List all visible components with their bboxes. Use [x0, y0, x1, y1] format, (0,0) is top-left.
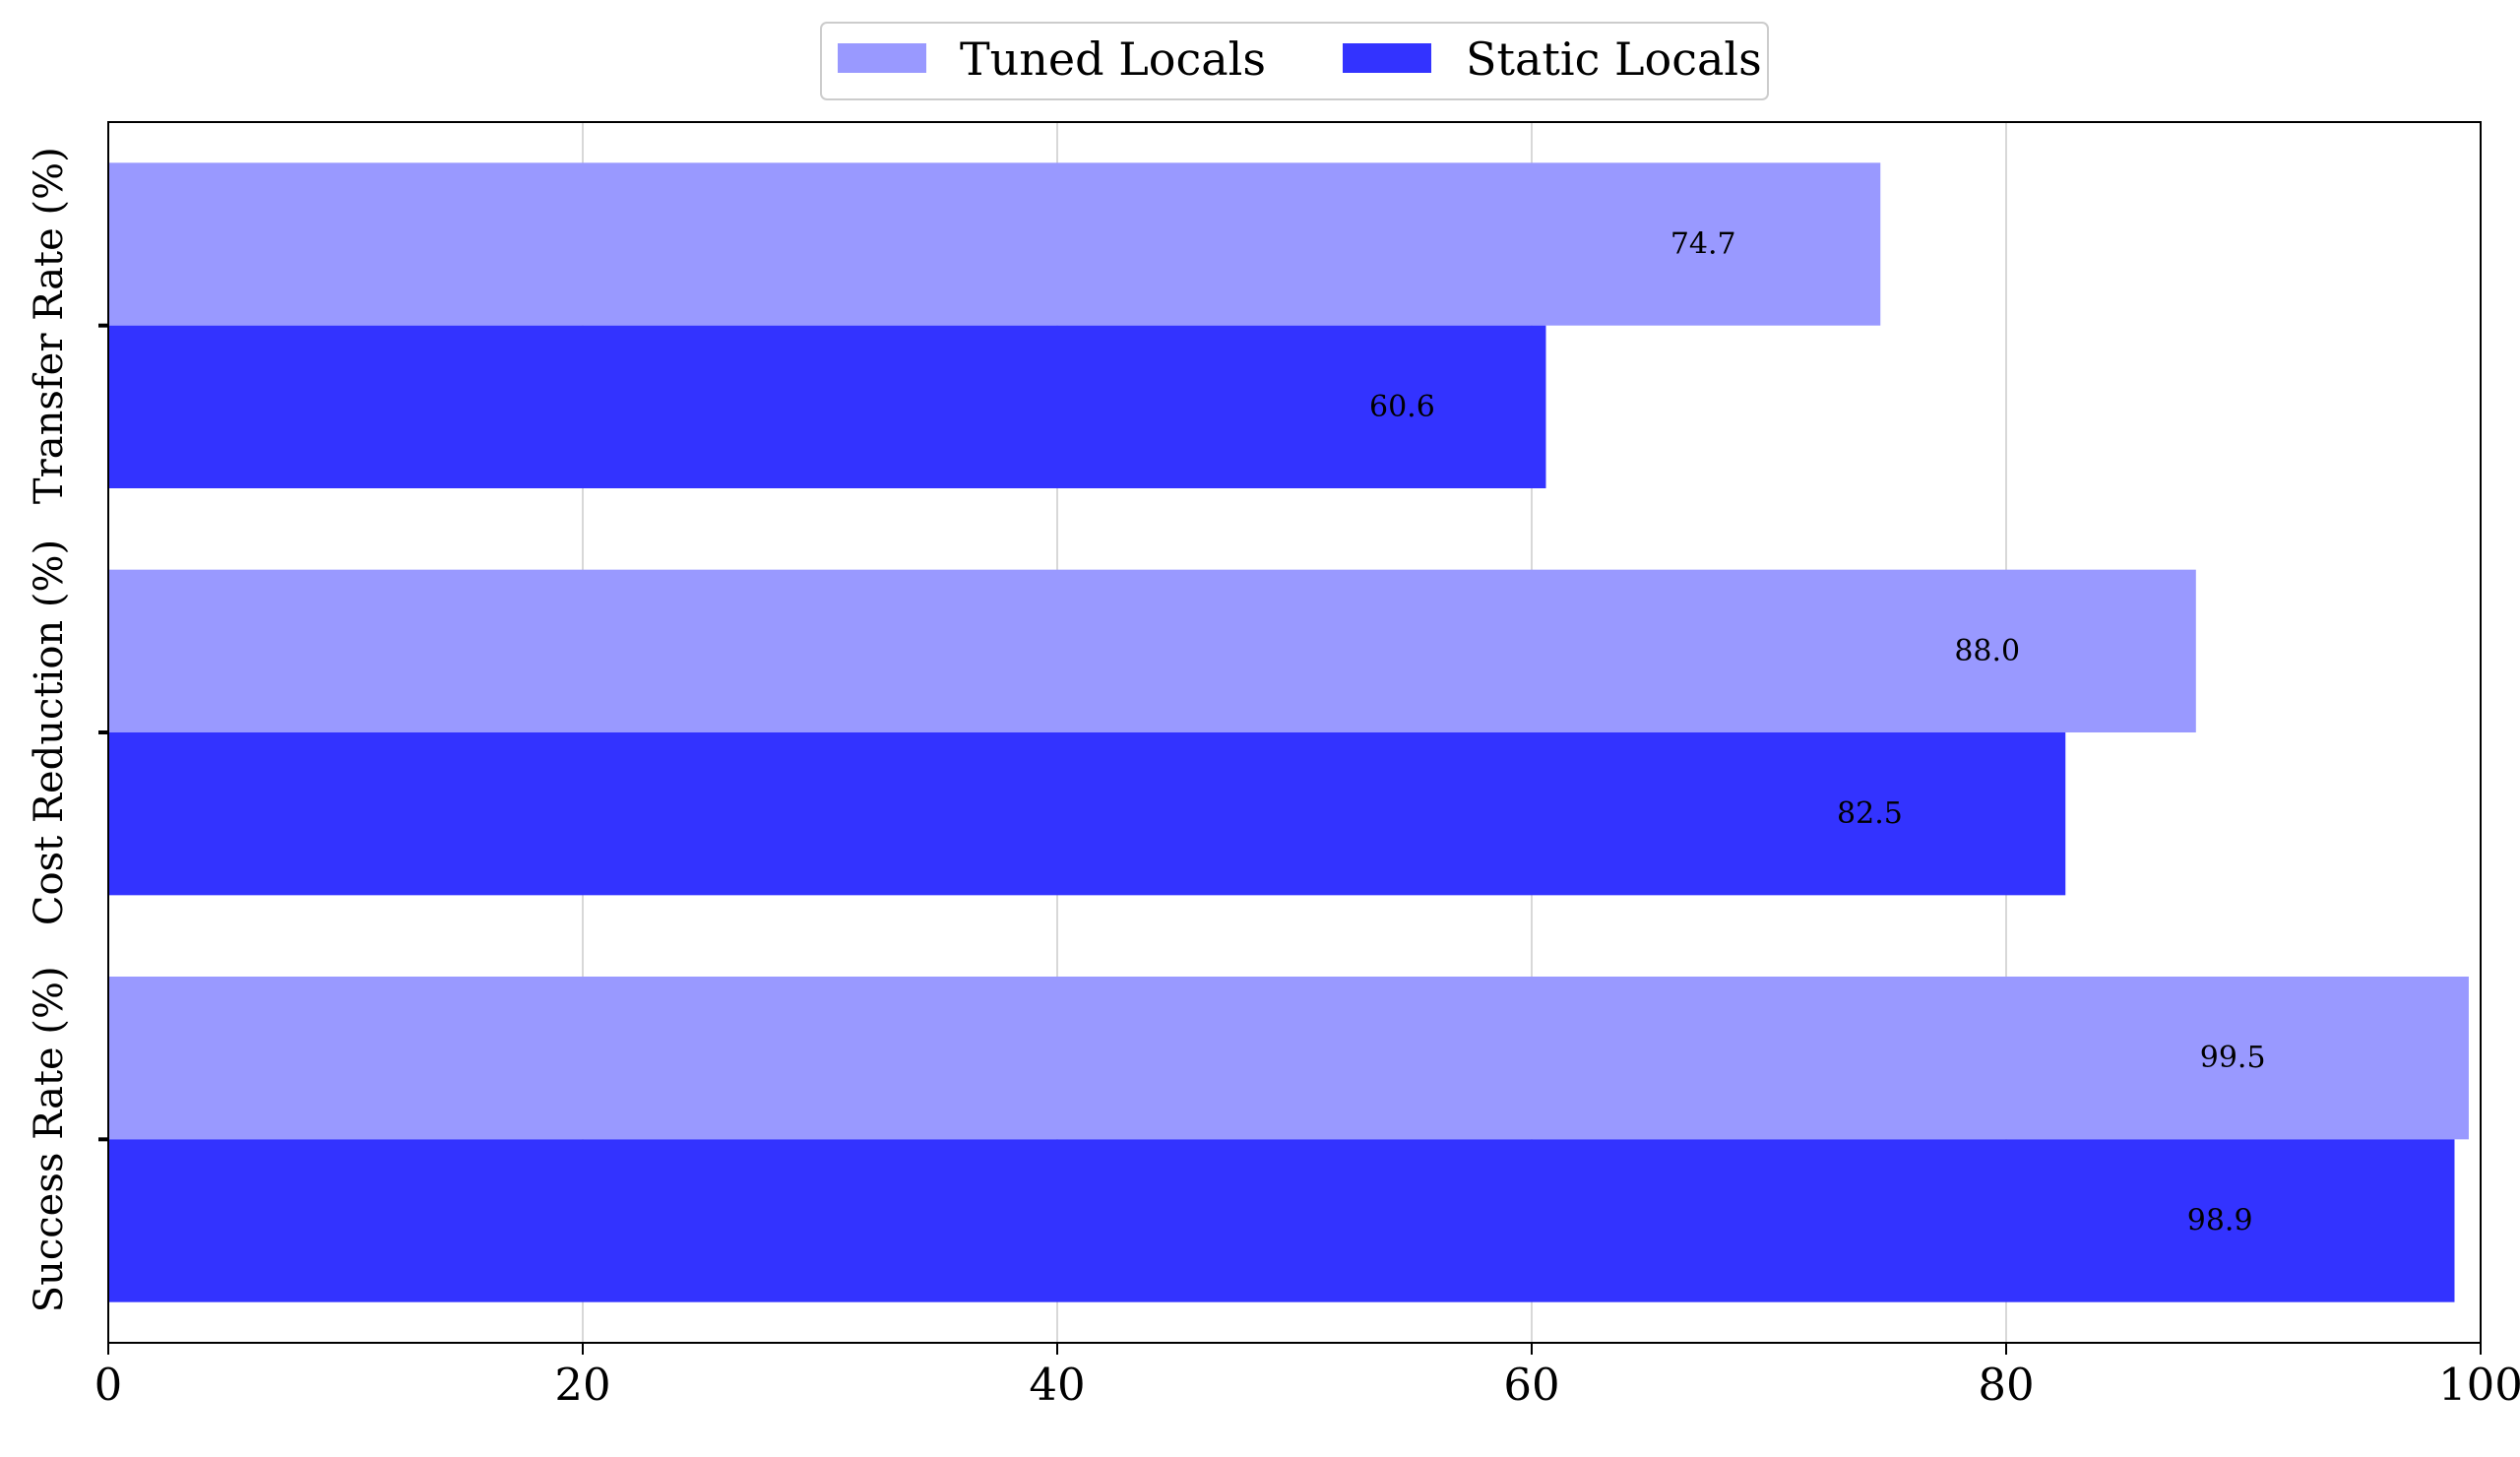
bar-value-label: 60.6 [1369, 390, 1435, 424]
bars [108, 162, 2469, 1302]
x-tick-label: 80 [1978, 1359, 2034, 1411]
category-label: Transfer Rate (%) [27, 147, 72, 504]
bar [108, 732, 2066, 896]
x-tick-label: 20 [554, 1359, 610, 1411]
x-tick-label: 0 [94, 1359, 123, 1411]
legend: Tuned Locals Static Locals [820, 22, 1769, 100]
value-labels: 74.7 60.6 88.0 82.5 99.5 98.9 [1369, 227, 2266, 1238]
bar-value-label: 99.5 [2200, 1041, 2266, 1075]
x-tick-label: 60 [1503, 1359, 1559, 1411]
bar [108, 569, 2196, 732]
bar [108, 162, 1881, 326]
bar-value-label: 74.7 [1670, 227, 1736, 262]
legend-label: Tuned Locals [960, 32, 1266, 86]
legend-box [820, 22, 1769, 100]
x-tick-label: 40 [1029, 1359, 1085, 1411]
legend-swatch [1343, 43, 1431, 73]
legend-swatch [838, 43, 926, 73]
category-label: Success Rate (%) [27, 966, 72, 1312]
bar-value-label: 88.0 [1954, 634, 2020, 668]
category-label: Cost Reduction (%) [27, 539, 72, 925]
bar [108, 1139, 2455, 1302]
x-tick-label: 100 [2438, 1359, 2520, 1411]
bar [108, 977, 2469, 1140]
axes: Transfer Rate (%) Cost Reduction (%) Succe… [27, 147, 2520, 1411]
bar-value-label: 98.9 [2187, 1204, 2253, 1238]
legend-label: Static Locals [1466, 32, 1762, 86]
bar [108, 325, 1546, 488]
bar-value-label: 82.5 [1837, 796, 1903, 831]
